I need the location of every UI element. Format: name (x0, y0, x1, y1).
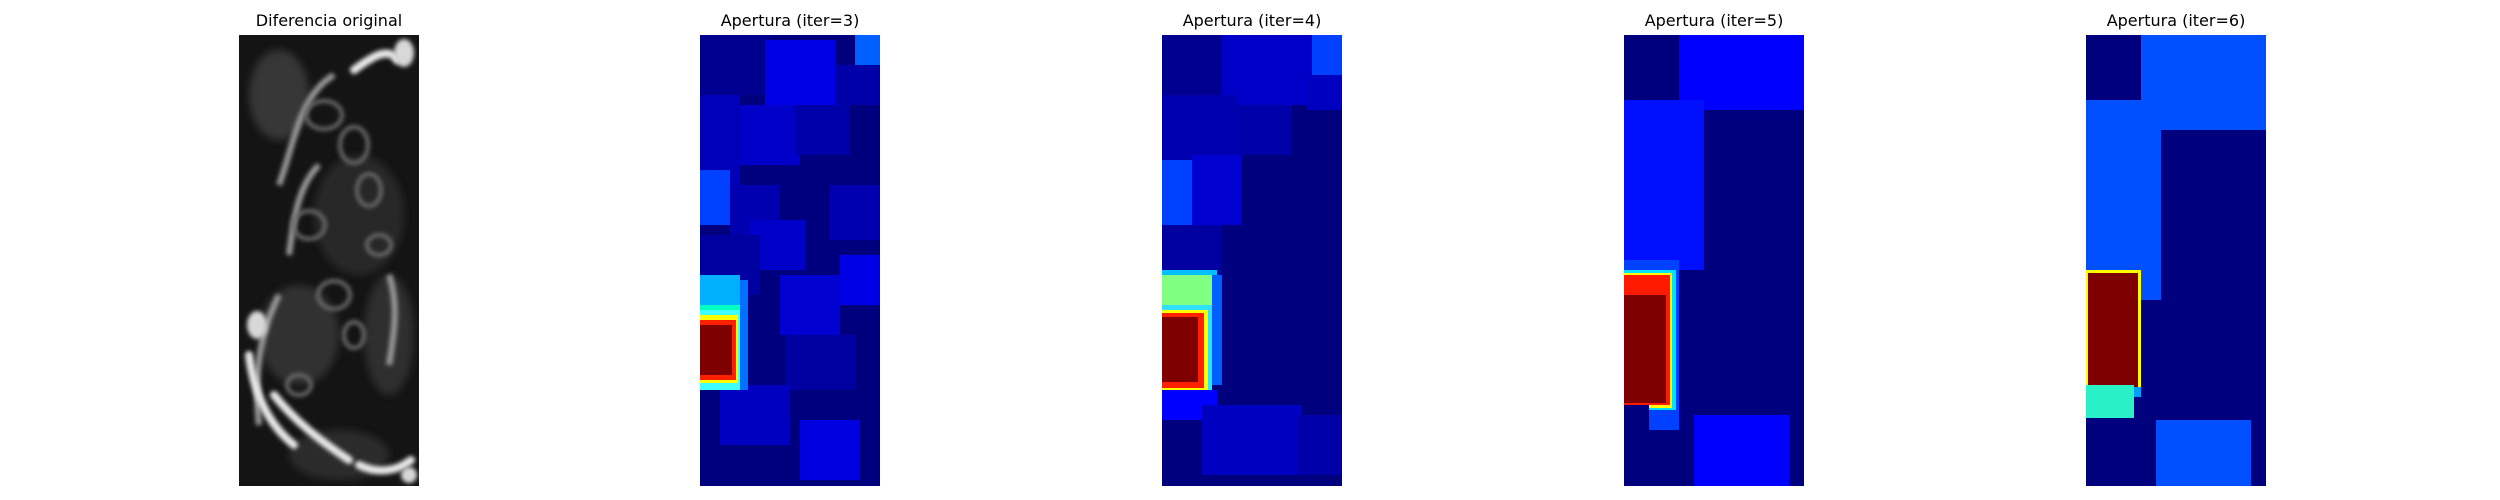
panel-opening-iter-4: Apertura (iter=4) (1162, 0, 1342, 500)
jet-colormap-image (700, 35, 880, 486)
panel-title: Apertura (iter=4) (1182, 11, 1322, 30)
panel-original-difference: Diferencia original (239, 0, 419, 500)
panel-title: Diferencia original (255, 11, 403, 30)
jet-colormap-image (1624, 35, 1804, 486)
jet-colormap-image (1162, 35, 1342, 486)
panel-title: Apertura (iter=3) (720, 11, 860, 30)
panel-title: Apertura (iter=5) (1644, 11, 1784, 30)
grayscale-image (239, 35, 419, 486)
panel-opening-iter-3: Apertura (iter=3) (700, 0, 880, 500)
panel-opening-iter-5: Apertura (iter=5) (1624, 0, 1804, 500)
panel-opening-iter-6: Apertura (iter=6) (2086, 0, 2266, 500)
panel-title: Apertura (iter=6) (2106, 11, 2246, 30)
jet-colormap-image (2086, 35, 2266, 486)
